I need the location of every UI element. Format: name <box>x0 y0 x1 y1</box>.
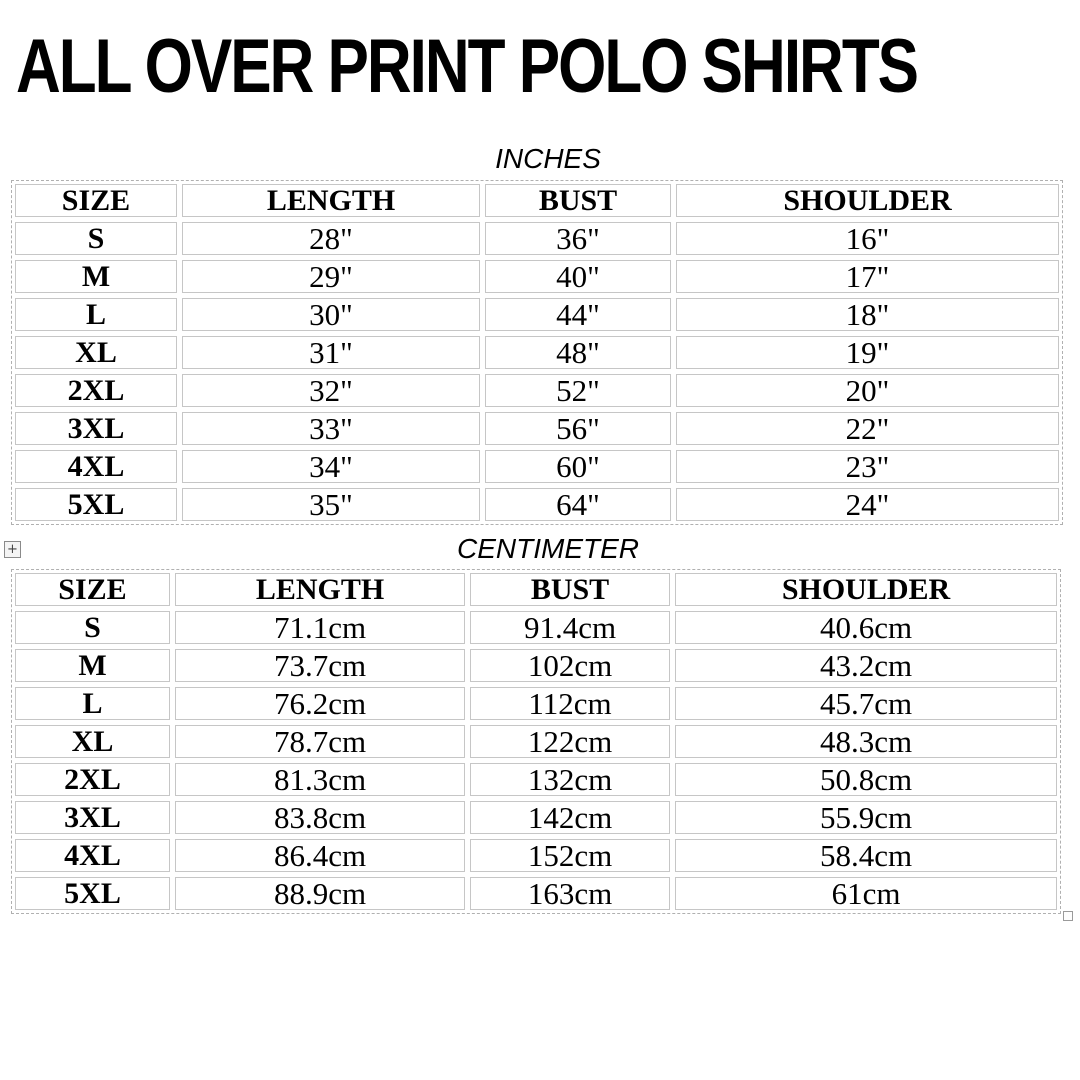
centimeter-value-cell: 88.9cm <box>175 877 465 910</box>
title-area: ALL OVER PRINT POLO SHIRTS <box>0 0 1080 118</box>
inches-value-cell: 28" <box>182 222 480 255</box>
centimeter-value-cell: 76.2cm <box>175 687 465 720</box>
inches-size-cell-3xl: 3XL <box>15 412 177 445</box>
centimeter-value-cell: 112cm <box>470 687 670 720</box>
inches-header-cell-shoulder: SHOULDER <box>676 184 1059 217</box>
size-charts: INCHES SIZE LENGTH BUST SHOULDER S 28" 36" 16" M 2… <box>0 145 1080 914</box>
inches-header-cell-bust: BUST <box>485 184 671 217</box>
inches-header-cell-size: SIZE <box>15 184 177 217</box>
centimeter-header-cell-bust: BUST <box>470 573 670 606</box>
centimeter-size-cell-xl: XL <box>15 725 170 758</box>
centimeter-value-cell: 132cm <box>470 763 670 796</box>
inches-value-cell: 32" <box>182 374 480 407</box>
inches-value-cell: 16" <box>676 222 1059 255</box>
inches-size-table: SIZE LENGTH BUST SHOULDER S 28" 36" 16" M 29" 40" 1… <box>11 180 1063 525</box>
inches-value-cell: 18" <box>676 298 1059 331</box>
centimeter-size-cell-4xl: 4XL <box>15 839 170 872</box>
inches-value-cell: 33" <box>182 412 480 445</box>
inches-value-cell: 24" <box>676 488 1059 521</box>
inches-value-cell: 31" <box>182 336 480 369</box>
inches-value-cell: 17" <box>676 260 1059 293</box>
inches-size-cell-s: S <box>15 222 177 255</box>
centimeter-value-cell: 58.4cm <box>675 839 1057 872</box>
centimeter-value-cell: 83.8cm <box>175 801 465 834</box>
inches-value-cell: 30" <box>182 298 480 331</box>
centimeter-value-cell: 102cm <box>470 649 670 682</box>
inches-size-cell-4xl: 4XL <box>15 450 177 483</box>
centimeter-value-cell: 163cm <box>470 877 670 910</box>
inches-value-cell: 23" <box>676 450 1059 483</box>
inches-value-cell: 19" <box>676 336 1059 369</box>
centimeter-value-cell: 152cm <box>470 839 670 872</box>
centimeter-table-grid: SIZE LENGTH BUST SHOULDER S 71.1cm 91.4cm 40.6c… <box>15 573 1057 910</box>
centimeter-value-cell: 48.3cm <box>675 725 1057 758</box>
inches-value-cell: 40" <box>485 260 671 293</box>
inches-table-grid: SIZE LENGTH BUST SHOULDER S 28" 36" 16" M 29" 40" 1… <box>15 184 1059 521</box>
document-page: ALL OVER PRINT POLO SHIRTS INCHES SIZE LEN… <box>0 0 1080 921</box>
centimeter-value-cell: 71.1cm <box>175 611 465 644</box>
inches-value-cell: 56" <box>485 412 671 445</box>
inches-header-cell-length: LENGTH <box>182 184 480 217</box>
centimeter-value-cell: 122cm <box>470 725 670 758</box>
centimeter-size-table: SIZE LENGTH BUST SHOULDER S 71.1cm 91.4cm 40.6c… <box>11 569 1061 914</box>
centimeter-value-cell: 43.2cm <box>675 649 1057 682</box>
inches-value-cell: 48" <box>485 336 671 369</box>
inches-value-cell: 20" <box>676 374 1059 407</box>
inches-value-cell: 60" <box>485 450 671 483</box>
page-title: ALL OVER PRINT POLO SHIRTS <box>16 25 919 110</box>
centimeter-value-cell: 73.7cm <box>175 649 465 682</box>
centimeter-value-cell: 78.7cm <box>175 725 465 758</box>
inches-size-cell-l: L <box>15 298 177 331</box>
table-heading-centimeter: CENTIMETER <box>457 533 639 564</box>
inches-value-cell: 29" <box>182 260 480 293</box>
centimeter-header-cell-length: LENGTH <box>175 573 465 606</box>
centimeter-value-cell: 61cm <box>675 877 1057 910</box>
inches-value-cell: 34" <box>182 450 480 483</box>
centimeter-value-cell: 91.4cm <box>470 611 670 644</box>
inches-size-cell-xl: XL <box>15 336 177 369</box>
centimeter-size-cell-s: S <box>15 611 170 644</box>
centimeter-size-cell-5xl: 5XL <box>15 877 170 910</box>
inches-value-cell: 35" <box>182 488 480 521</box>
centimeter-value-cell: 86.4cm <box>175 839 465 872</box>
inches-value-cell: 44" <box>485 298 671 331</box>
inches-value-cell: 52" <box>485 374 671 407</box>
table-resize-handle-icon[interactable] <box>1063 911 1073 921</box>
centimeter-value-cell: 81.3cm <box>175 763 465 796</box>
inches-value-cell: 22" <box>676 412 1059 445</box>
inches-value-cell: 36" <box>485 222 671 255</box>
centimeter-size-cell-3xl: 3XL <box>15 801 170 834</box>
inches-size-cell-5xl: 5XL <box>15 488 177 521</box>
centimeter-value-cell: 142cm <box>470 801 670 834</box>
inches-size-cell-m: M <box>15 260 177 293</box>
table-move-handle-icon[interactable]: + <box>4 541 21 558</box>
centimeter-value-cell: 40.6cm <box>675 611 1057 644</box>
centimeter-size-cell-m: M <box>15 649 170 682</box>
centimeter-size-cell-l: L <box>15 687 170 720</box>
plus-icon: + <box>7 542 18 557</box>
centimeter-size-cell-2xl: 2XL <box>15 763 170 796</box>
centimeter-value-cell: 55.9cm <box>675 801 1057 834</box>
centimeter-value-cell: 45.7cm <box>675 687 1057 720</box>
inches-size-cell-2xl: 2XL <box>15 374 177 407</box>
table-heading-inches: INCHES <box>495 143 601 174</box>
inches-value-cell: 64" <box>485 488 671 521</box>
centimeter-header-cell-shoulder: SHOULDER <box>675 573 1057 606</box>
centimeter-value-cell: 50.8cm <box>675 763 1057 796</box>
centimeter-header-cell-size: SIZE <box>15 573 170 606</box>
